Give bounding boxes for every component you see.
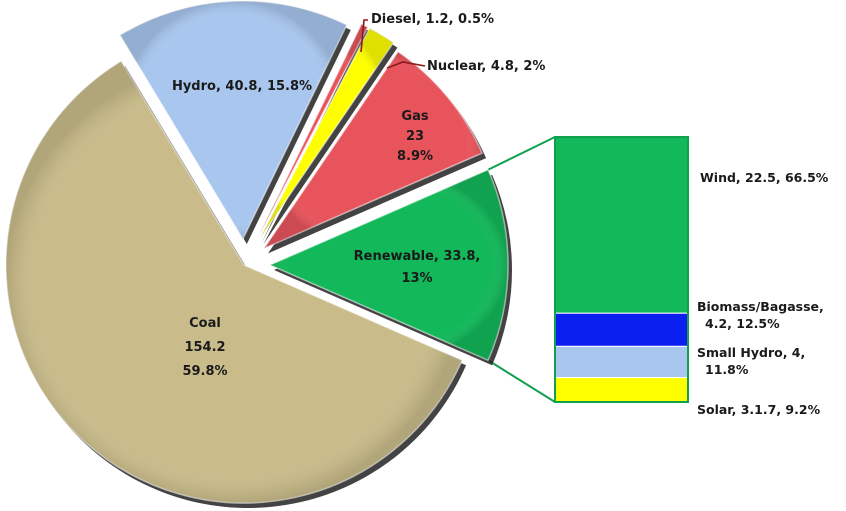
slice-label-diesel: Diesel, 1.2, 0.5% [371,12,494,27]
slice-label-coal: Coal 154.2 59.8% [182,316,227,379]
pie-slice-nuclear [258,27,398,245]
slice-label-renewable: Renewable, 33.8, 13% [354,249,481,286]
slice-label-nuclear: Nuclear, 4.8, 2% [427,59,545,74]
slice-label-gas: Gas 23 8.9% [397,109,433,164]
breakdown-bar-outline [554,136,689,403]
connector-line-top [487,136,556,171]
bar-label-biomass-bagasse: Biomass/Bagasse, 4.2, 12.5% [697,299,824,331]
breakdown-connector-lines [487,136,556,403]
bar-label-solar: Solar, 3.1.7, 9.2% [697,402,821,417]
pie-slice-coal [5,60,467,508]
pie-slice-hydro [118,0,351,245]
data-labels: Coal 154.2 59.8% Hydro, 40.8, 15.8% Diesel, … [172,12,829,417]
leader-line-nuclear [386,61,426,69]
breakdown-bar [554,136,689,403]
pie-slices [5,0,512,508]
bar-segment-solar [554,377,689,403]
bar-segment-wind [554,136,689,314]
pie-slice-renewable [268,168,512,366]
bar-label-wind: Wind, 22.5, 66.5% [700,170,829,185]
bar-label-small-hydro: Small Hydro, 4, 11.8% [697,345,805,377]
pie-slice-gas [261,50,487,254]
bar-segment-small-hydro [554,345,689,379]
bar-segment-biomass-bagasse [554,312,689,347]
slice-label-hydro: Hydro, 40.8, 15.8% [172,79,312,94]
leader-line-diesel [360,19,368,53]
connector-line-bottom [487,359,556,403]
